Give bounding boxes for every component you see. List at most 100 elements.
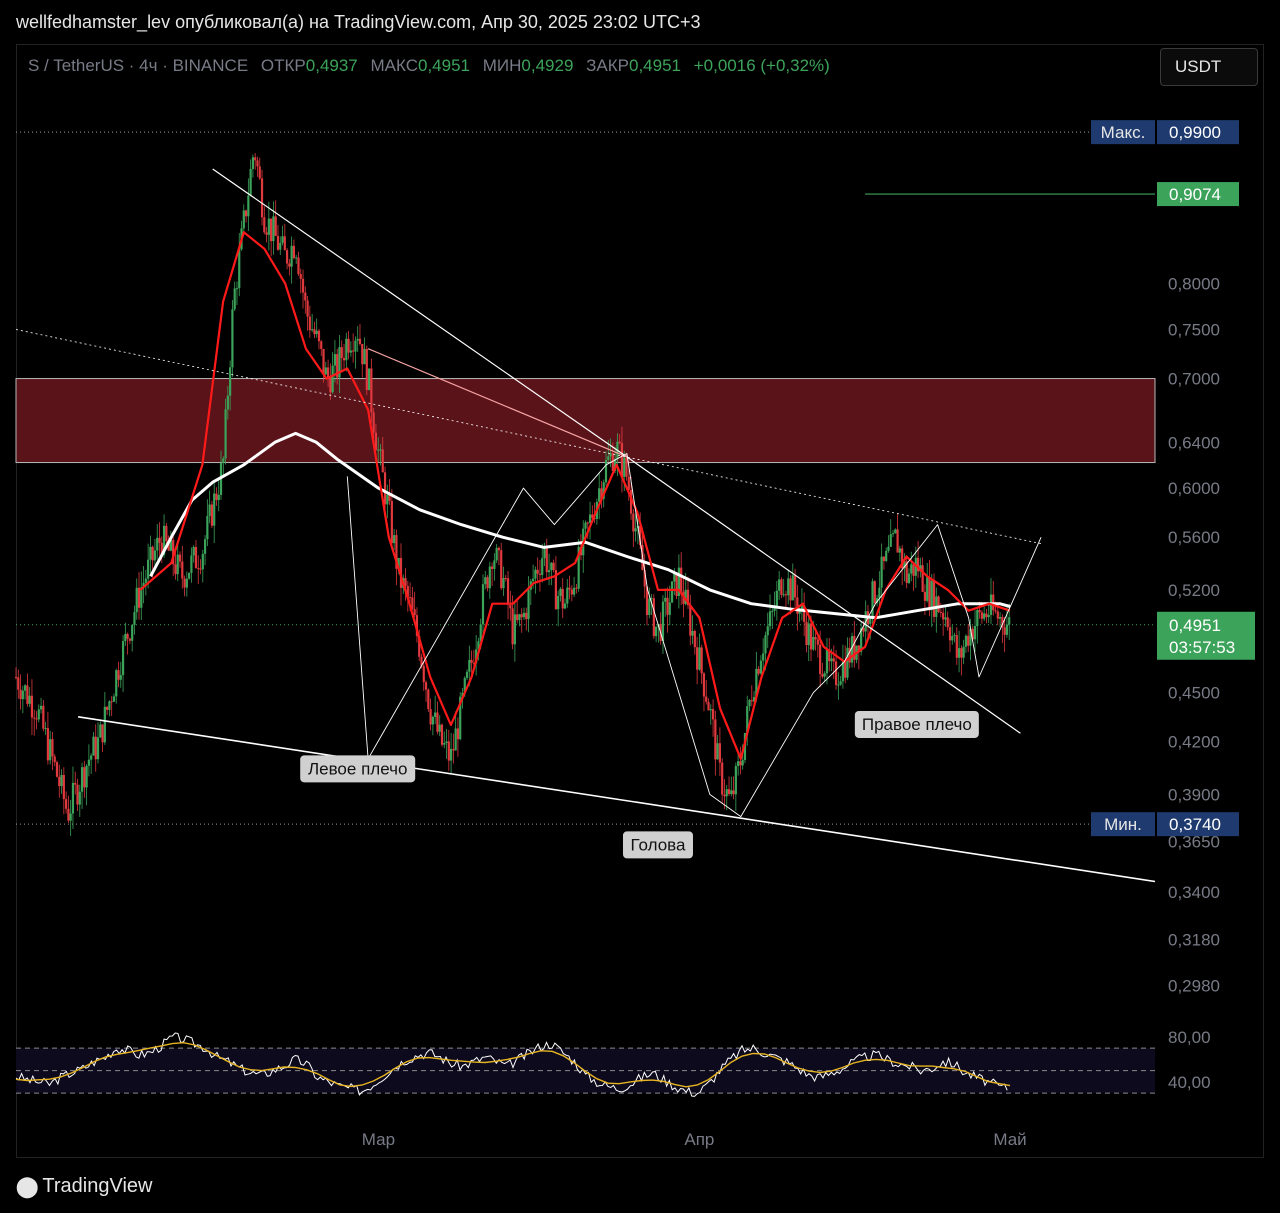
chart-panel[interactable] <box>16 44 1264 1158</box>
candle-body <box>942 612 945 620</box>
candle-body <box>932 580 936 617</box>
candle-body <box>397 557 400 569</box>
candle-body <box>477 641 480 650</box>
candle-body <box>905 561 908 583</box>
min-price-label: Мин. <box>1104 815 1142 834</box>
candle-body <box>771 610 774 612</box>
candle-body <box>500 550 503 589</box>
candle-body <box>329 377 332 393</box>
candle-body <box>126 633 129 639</box>
candle-body <box>279 242 282 250</box>
candle-body <box>124 633 127 642</box>
candle-body <box>554 570 557 610</box>
max-price-label-box <box>1091 120 1155 145</box>
candle-body <box>604 460 608 483</box>
candle-body <box>543 547 546 559</box>
candle-body <box>522 612 526 618</box>
candle-body <box>415 615 419 636</box>
candle-body <box>436 712 439 732</box>
candle-body <box>92 736 95 756</box>
candle-body <box>256 160 259 167</box>
candle-body <box>475 649 478 664</box>
candle-body <box>156 537 159 551</box>
candle-body <box>338 347 341 378</box>
target-price-value: 0,9074 <box>1169 185 1221 204</box>
max-price-value: 0,9900 <box>1169 123 1221 142</box>
candle-body <box>283 236 286 251</box>
candle-body <box>996 611 999 619</box>
candle-body <box>470 659 473 663</box>
candle-body <box>921 565 924 592</box>
price-tick-label: 0,3400 <box>1168 883 1220 902</box>
candle-body <box>183 578 186 588</box>
candle-body <box>787 578 790 596</box>
candle-body <box>916 557 920 572</box>
candle-body <box>447 741 450 761</box>
candle-body <box>24 685 27 691</box>
candle-body <box>670 581 674 603</box>
candle-body <box>427 689 430 710</box>
candle-body <box>424 682 428 690</box>
candle-body <box>121 641 125 676</box>
candle-body <box>153 550 157 561</box>
candle-body <box>655 626 658 637</box>
candle-body <box>561 588 564 609</box>
price-tick-label: 0,6000 <box>1168 479 1220 498</box>
candle-body <box>281 236 284 243</box>
candle-body <box>78 791 81 805</box>
candle-body <box>58 776 61 787</box>
candle-body <box>131 624 134 641</box>
candle-body <box>834 661 838 686</box>
candle-body <box>730 790 733 795</box>
candle-body <box>226 395 229 410</box>
candle-body <box>973 626 977 640</box>
low-label: МИН <box>482 56 522 75</box>
candle-body <box>361 343 364 365</box>
candle-body <box>233 288 236 310</box>
pattern-line-3 <box>626 456 1021 734</box>
candle-body <box>39 705 43 710</box>
candle-body <box>983 613 986 619</box>
candle-body <box>896 529 899 553</box>
candle-body <box>819 644 822 675</box>
pattern-label: Правое плечо <box>862 715 972 734</box>
candle-body <box>395 535 398 569</box>
candle-body <box>342 357 346 361</box>
candle-body <box>461 692 464 697</box>
candle-body <box>260 178 264 218</box>
currency-button[interactable]: USDT <box>1160 48 1258 86</box>
candle-body <box>887 546 890 551</box>
brand-name: TradingView <box>42 1175 153 1197</box>
candle-body <box>780 579 783 595</box>
candle-body <box>677 567 680 597</box>
candle-body <box>374 432 378 451</box>
candle-body <box>509 604 512 609</box>
candle-body <box>705 696 708 702</box>
candle-body <box>702 673 706 697</box>
candle-body <box>828 649 831 662</box>
candle-body <box>242 210 245 229</box>
candle-body <box>880 556 883 588</box>
pattern-label: Левое плечо <box>308 759 407 778</box>
close-value: 0,4951 <box>629 56 681 75</box>
candle-body <box>35 718 38 720</box>
candle-body <box>133 612 136 625</box>
candle-body <box>197 568 200 570</box>
candle-body <box>912 564 915 576</box>
candle-body <box>356 338 359 341</box>
candle-body <box>231 309 234 368</box>
candle-body <box>160 542 163 555</box>
min-price-label-box <box>1091 812 1155 837</box>
candle-body <box>128 638 131 641</box>
candle-body <box>459 696 462 740</box>
candle-body <box>33 717 36 719</box>
candle-body <box>875 598 879 603</box>
candle-body <box>370 368 373 413</box>
candle-body <box>518 614 521 621</box>
candle-body <box>354 340 357 352</box>
candle-body <box>87 759 90 766</box>
candle-body <box>832 658 835 662</box>
candle-body <box>645 586 649 615</box>
candle-body <box>803 605 806 622</box>
